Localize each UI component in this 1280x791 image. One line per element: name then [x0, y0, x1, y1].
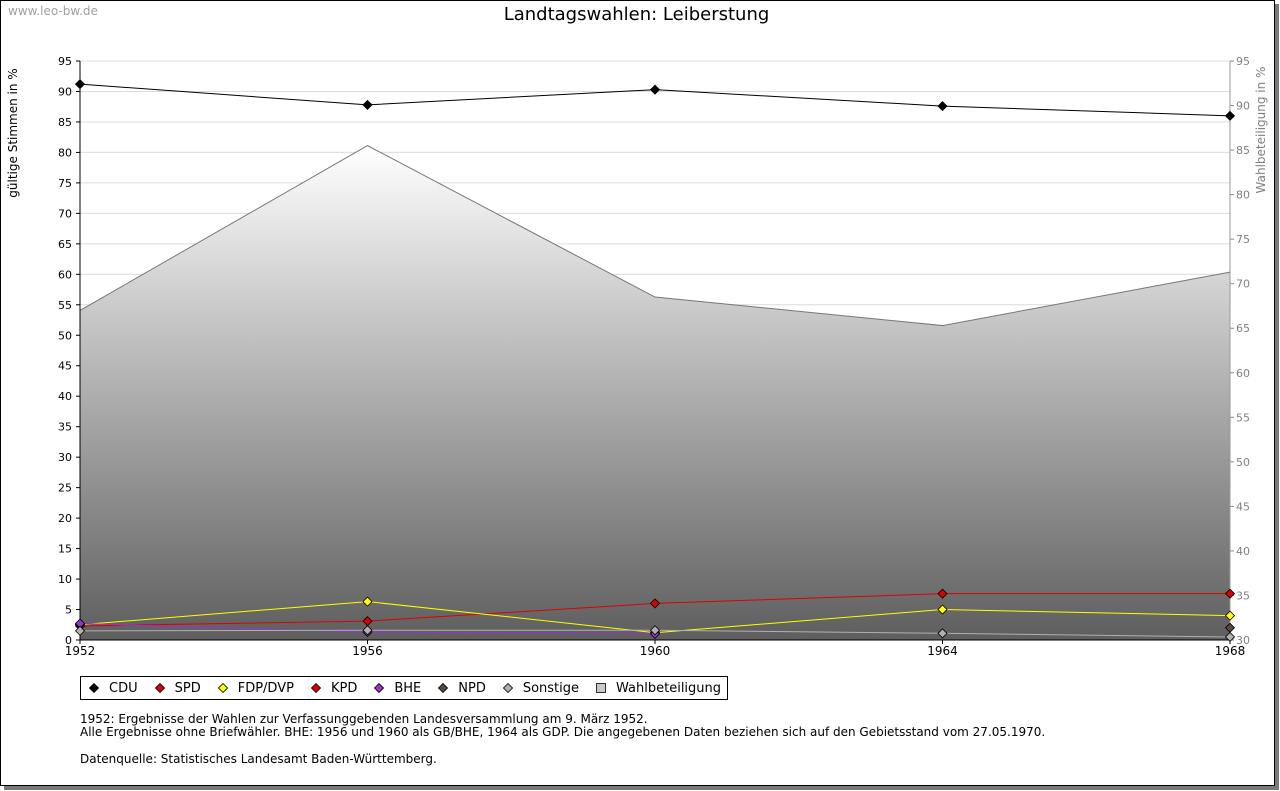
y-tick-label: 65 [58, 238, 72, 251]
y-tick-label: 10 [58, 573, 72, 586]
diamond-marker-icon [310, 683, 321, 693]
y-tick-label: 75 [58, 177, 72, 190]
data-point [74, 625, 86, 636]
y2-tick-label: 95 [1236, 55, 1250, 68]
data-point [362, 625, 373, 636]
legend-item: Wahlbeteiligung [596, 681, 721, 696]
y2-tick-label: 85 [1236, 144, 1250, 157]
footnote-general: Alle Ergebnisse ohne Briefwähler. BHE: 1… [80, 725, 1046, 739]
data-point [74, 79, 86, 90]
legend-item: KPD [310, 680, 358, 696]
turnout-area [80, 145, 1230, 640]
legend-label: CDU [109, 680, 138, 696]
data-point [937, 628, 948, 639]
legend-label: NPD [458, 680, 486, 696]
y-tick-label: 0 [65, 634, 72, 647]
legend-item: NPD [438, 681, 486, 696]
data-point [937, 604, 948, 615]
data-point [937, 101, 948, 112]
footnotes: 1952: Ergebnisse der Wahlen zur Verfassu… [80, 713, 1045, 766]
data-point [1224, 610, 1236, 621]
y-tick-label: 15 [58, 543, 72, 556]
x-tick-label: 1968 [1215, 644, 1246, 658]
y2-tick-label: 90 [1236, 100, 1250, 113]
y2-tick-label: 30 [1236, 634, 1250, 647]
turnout-line [79, 145, 1231, 327]
legend-label: KPD [330, 680, 358, 696]
y-tick-label: 95 [58, 55, 72, 68]
legend-label: SPD [174, 680, 201, 696]
diamond-marker-icon [502, 683, 513, 693]
data-point [937, 588, 948, 599]
y2-tick-label: 60 [1236, 367, 1250, 380]
y-tick-label: 30 [58, 451, 72, 464]
x-tick-label: 1956 [352, 644, 383, 658]
legend-label: Sonstige [522, 680, 580, 696]
y-tick-label: 20 [58, 512, 72, 525]
diamond-marker-icon [154, 683, 165, 693]
y2-tick-label: 35 [1236, 589, 1250, 602]
legend-label: BHE [394, 680, 422, 696]
y-tick-label: 70 [58, 207, 72, 220]
x-tick-label: 1960 [640, 644, 671, 658]
legend-item: BHE [374, 681, 421, 696]
square-swatch-icon [596, 683, 606, 693]
data-point [1224, 631, 1236, 643]
y-axis-title: gültige Stimmen in % [6, 68, 20, 197]
y-tick-label: 85 [58, 116, 72, 129]
data-point [1224, 588, 1236, 599]
data-point [362, 99, 373, 110]
chart-title: Landtagswahlen: Leiberstung [503, 4, 770, 25]
data-point [649, 625, 661, 636]
y2-tick-label: 80 [1236, 189, 1250, 202]
y-tick-label: 5 [65, 604, 72, 617]
footnote-1952: 1952: Ergebnisse der Wahlen zur Verfassu… [80, 712, 648, 726]
watermark: www.leo-bw.de [8, 4, 98, 18]
legend-item: SPD [154, 680, 201, 696]
y2-axis-title: Wahlbeteiligung in % [1254, 67, 1268, 194]
data-source: Datenquelle: Statistisches Landesamt Bad… [80, 752, 437, 766]
y-tick-label: 60 [58, 268, 72, 281]
data-point [362, 596, 373, 607]
y-tick-label: 25 [58, 482, 72, 495]
x-tick-label: 1952 [65, 644, 96, 658]
x-tick-label: 1964 [927, 644, 958, 658]
y-tick-label: 40 [58, 390, 72, 403]
data-point [649, 598, 661, 609]
diamond-marker-icon [438, 683, 449, 693]
y2-tick-label: 45 [1236, 500, 1250, 513]
chart-canvas: 0 5 10 15 20 25 30 35 40 45 50 55 60 65 70 75 80 85 90 95 30… [6, 55, 1268, 658]
y-tick-label: 35 [58, 421, 72, 434]
y2-tick-label: 55 [1236, 411, 1250, 424]
data-point [649, 84, 661, 95]
y2-tick-label: 50 [1236, 456, 1250, 469]
diamond-marker-icon [374, 683, 385, 693]
y-tick-label: 55 [58, 299, 72, 312]
y2-tick-label: 70 [1236, 278, 1250, 291]
legend-item: CDU [89, 681, 138, 696]
diamond-marker-icon [217, 683, 228, 693]
y-tick-label: 45 [58, 360, 72, 373]
legend-label: Wahlbeteiligung [616, 680, 722, 696]
y2-tick-label: 40 [1236, 545, 1250, 558]
y-tick-label: 90 [58, 85, 72, 98]
diamond-marker-icon [89, 683, 99, 693]
legend-label: FDP/DVP [237, 680, 294, 696]
y-tick-label: 80 [58, 146, 72, 159]
legend-item: Sonstige [502, 680, 580, 696]
y2-tick-label: 75 [1236, 233, 1250, 246]
legend: CDU SPD FDP/DVP KPD BHE NPD Sonstige Wahlbeteil… [80, 676, 729, 700]
y-tick-label: 50 [58, 329, 72, 342]
legend-item: FDP/DVP [217, 680, 294, 696]
y2-tick-label: 65 [1236, 322, 1250, 335]
data-point [1224, 110, 1236, 121]
